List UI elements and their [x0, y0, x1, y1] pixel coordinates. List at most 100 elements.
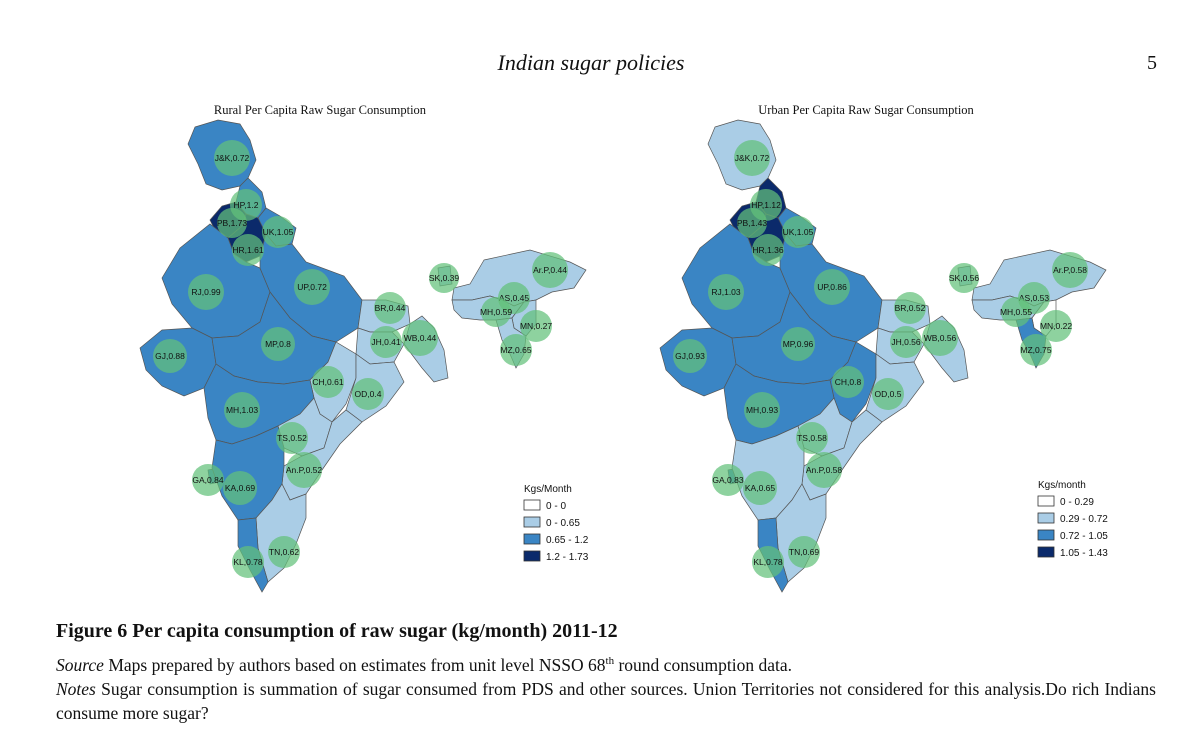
legend-label: 1.05 - 1.43 — [1060, 548, 1108, 559]
map-legend: Kgs/Month 0 - 0 0 - 0.65 0.65 - 1.2 1.2 - 1.… — [523, 484, 589, 563]
state-bubble — [192, 464, 224, 496]
state-bubble — [743, 471, 777, 505]
state-label: J&K,0.72 — [215, 153, 250, 163]
state-label: MH,0.55 — [1000, 307, 1032, 317]
notes-label: Notes — [56, 678, 96, 699]
state-label: OD,0.4 — [355, 389, 382, 399]
state-label: HP,1.12 — [751, 200, 781, 210]
state-bubble — [788, 536, 820, 568]
state-label: MP,0.8 — [265, 339, 291, 349]
state-bubble — [1040, 310, 1072, 342]
source-label: Source — [56, 654, 104, 675]
state-label: PB,1.43 — [737, 218, 768, 228]
state-bubble — [153, 339, 187, 373]
legend-swatch — [1037, 495, 1055, 507]
state-bubble — [872, 378, 904, 410]
state-label: GA,0.84 — [192, 475, 223, 485]
source-text-end: round consumption data. — [614, 654, 792, 675]
notes-text: Sugar consumption is summation of sugar … — [56, 678, 1156, 723]
state-label: MH,0.59 — [480, 307, 512, 317]
state-bubble — [268, 536, 300, 568]
state-label: RJ,0.99 — [191, 287, 221, 297]
legend-swatch — [523, 533, 541, 545]
state-bubble — [429, 263, 459, 293]
state-bubble — [276, 422, 308, 454]
state-bubble — [481, 297, 511, 327]
state-bubble — [894, 292, 926, 324]
state-bubble — [712, 464, 744, 496]
state-bubble — [922, 320, 958, 356]
state-bubble — [1001, 297, 1031, 327]
state-bubble — [1020, 334, 1052, 366]
state-label: BR,0.44 — [375, 303, 406, 313]
state-label: UK,1.05 — [263, 227, 294, 237]
state-bubble — [673, 339, 707, 373]
map-legend: Kgs/month 0 - 0.29 0.29 - 0.72 0.72 - 1.05 1… — [1037, 480, 1108, 559]
state-label: JH,0.56 — [891, 337, 921, 347]
state-bubble — [752, 546, 784, 578]
state-bubble — [890, 326, 922, 358]
state-label: HR,1.36 — [752, 245, 783, 255]
state-label: TS,0.58 — [797, 433, 827, 443]
state-label: Ar.P,0.44 — [533, 265, 567, 275]
state-bubble — [370, 326, 402, 358]
state-label: J&K,0.72 — [735, 153, 770, 163]
source-superscript: th — [605, 655, 615, 667]
state-bubble — [814, 269, 850, 305]
state-label: WB,0.56 — [924, 333, 957, 343]
state-label: HP,1.2 — [234, 200, 259, 210]
state-label: KA,0.69 — [225, 483, 256, 493]
state-bubble — [374, 292, 406, 324]
legend-swatch — [523, 499, 541, 511]
state-label: Ar.P,0.58 — [1053, 265, 1087, 275]
state-bubble — [262, 216, 294, 248]
urban-consumption-map: Urban Per Capita Raw Sugar Consumption J&… — [620, 92, 1130, 607]
state-bubble — [752, 234, 784, 266]
notes-line: Notes Sugar consumption is summation of … — [56, 677, 1156, 725]
state-label: TN,0.69 — [789, 547, 820, 557]
state-bubble — [224, 392, 260, 428]
state-bubble — [217, 208, 247, 238]
state-bubble — [737, 208, 767, 238]
legend-title: Kgs/month — [1038, 480, 1086, 491]
state-bubble — [402, 320, 438, 356]
legend-swatch — [523, 550, 541, 562]
state-label: An.P,0.52 — [286, 465, 323, 475]
state-bubble — [708, 274, 744, 310]
state-bubble — [223, 471, 257, 505]
figure-caption: Figure 6 Per capita consumption of raw s… — [56, 620, 1156, 725]
state-bubble — [352, 378, 384, 410]
state-bubble — [532, 252, 568, 288]
state-bubble — [744, 392, 780, 428]
state-bubble — [734, 140, 770, 176]
state-label: TN,0.62 — [269, 547, 300, 557]
state-label: An.P,0.58 — [806, 465, 843, 475]
state-label: UK,1.05 — [783, 227, 814, 237]
page-number: 5 — [1147, 52, 1157, 74]
state-bubble — [294, 269, 330, 305]
legend-title: Kgs/Month — [524, 484, 572, 495]
state-label: CH,0.61 — [312, 377, 343, 387]
source-line: Source Maps prepared by authors based on… — [56, 649, 1156, 677]
state-label: GA,0.83 — [712, 475, 743, 485]
legend-label: 1.2 - 1.73 — [546, 552, 589, 563]
state-label: AS,0.45 — [499, 293, 530, 303]
source-text: Maps prepared by authors based on estima… — [103, 654, 606, 675]
state-bubble — [286, 452, 322, 488]
state-bubble — [520, 310, 552, 342]
state-label: BR,0.52 — [895, 303, 926, 313]
state-bubble — [312, 366, 344, 398]
legend-label: 0.65 - 1.2 — [546, 535, 589, 546]
legend-swatch — [1037, 512, 1055, 524]
state-bubble — [232, 546, 264, 578]
state-label: MH,0.93 — [746, 405, 778, 415]
state-label: CH,0.8 — [835, 377, 862, 387]
state-label: KL,0.78 — [233, 557, 263, 567]
state-label: GJ,0.88 — [155, 351, 185, 361]
legend-label: 0 - 0.65 — [546, 518, 580, 529]
state-bubble — [261, 327, 295, 361]
state-label: KA,0.65 — [745, 483, 776, 493]
state-label: OD,0.5 — [875, 389, 902, 399]
